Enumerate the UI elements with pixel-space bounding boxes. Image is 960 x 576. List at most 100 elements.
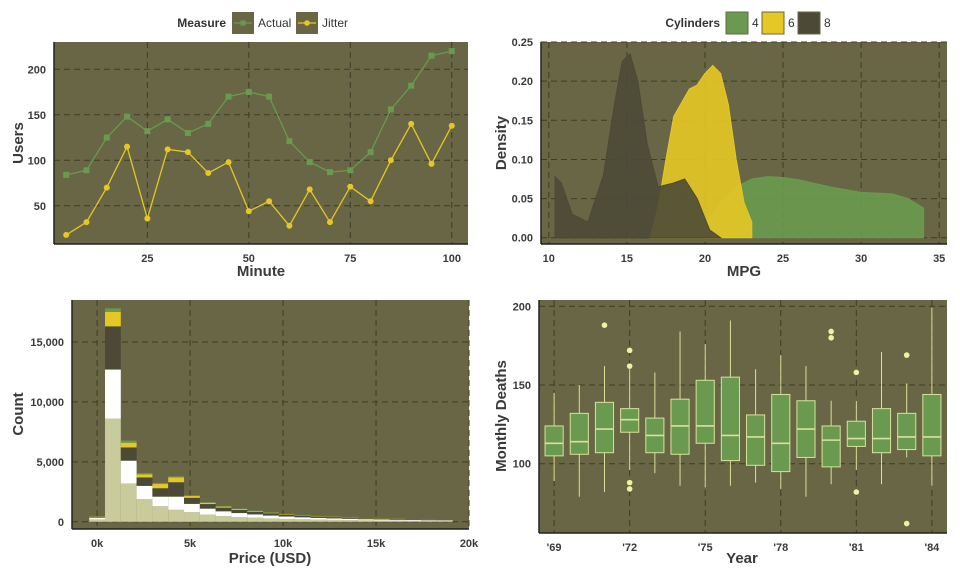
histogram-bar-white (326, 518, 343, 520)
histogram-bar-cream (105, 418, 121, 522)
data-point-jitter (205, 170, 212, 177)
box-outlier (903, 352, 910, 358)
mpg-density-chart: 10 15 20 25 30 35 0.00 0.05 0.10 0.15 0.20 0.25 MPG… (493, 11, 947, 280)
box-iqr (821, 425, 841, 468)
x-tick-label: '75 (698, 542, 713, 554)
histogram-bar-white (373, 519, 390, 521)
box-outlier (601, 322, 608, 328)
y-tick-label: 200 (28, 64, 46, 76)
data-point-actual (428, 52, 435, 59)
y-tick-label: 50 (34, 201, 46, 213)
histogram-bar-dark (184, 497, 200, 504)
legend-label-4-cyl: 4 (752, 16, 759, 30)
data-point-actual (286, 138, 293, 145)
histogram-bar-yellow (105, 311, 121, 327)
y-tick-label: 5,000 (36, 457, 64, 469)
data-point-jitter (327, 219, 333, 226)
y-tick-label: 100 (28, 155, 46, 167)
box-outlier (626, 347, 633, 354)
histogram-bar-dark (231, 509, 248, 514)
legend-label-6-cyl: 6 (788, 16, 795, 30)
histogram-bar-cream (278, 518, 295, 522)
histogram-bar-dark (199, 504, 216, 509)
data-point-actual (367, 149, 374, 156)
density-x-axis-title: MPG (727, 263, 761, 280)
histogram-bar-white (105, 369, 121, 419)
box-outlier (626, 479, 633, 486)
box-iqr (746, 414, 766, 466)
series-line-actual (66, 50, 452, 176)
histogram-bar-dark (405, 519, 422, 520)
histogram-bar-cream (215, 516, 232, 522)
histogram-bar-white (421, 520, 437, 521)
histogram-bar-yellow (152, 484, 169, 489)
y-tick-label: 15,000 (30, 337, 64, 349)
histogram-bar-cream (357, 520, 374, 522)
histogram-bar-dark (294, 515, 311, 518)
histogram-bar-dark (168, 482, 185, 497)
y-tick-label: 150 (28, 110, 46, 122)
y-tick-label: 0.00 (512, 233, 533, 245)
histogram-bar-dark (105, 326, 121, 370)
data-point-jitter (245, 208, 252, 215)
data-point-actual (306, 159, 313, 166)
histogram-bar-white (199, 508, 216, 515)
data-point-jitter (83, 219, 90, 226)
users-legend-title: Measure (177, 16, 226, 30)
box-iqr (695, 379, 715, 444)
x-tick-label: 100 (443, 253, 461, 265)
x-tick-label: 25 (777, 253, 789, 265)
cylinders-legend: Cylinders 4 6 8 (665, 11, 831, 35)
histogram-bar-cream (120, 483, 137, 522)
histogram-bar-dark (263, 513, 279, 516)
deaths-y-axis-title: Monthly Deaths (493, 360, 510, 472)
x-tick-label: 75 (344, 253, 356, 265)
box-outlier (903, 520, 910, 527)
data-point-jitter (387, 157, 394, 164)
histogram-bar-dark (120, 447, 137, 461)
data-point-jitter (144, 215, 151, 222)
data-point-jitter (286, 222, 293, 229)
data-point-jitter (306, 186, 313, 193)
histogram-bar-dark (373, 518, 390, 520)
data-point-jitter (63, 231, 70, 238)
histogram-bar-green (199, 502, 216, 503)
histogram-bar-green (120, 440, 137, 443)
density-area-8-cyl (554, 52, 723, 239)
histogram-bar-dark (357, 518, 374, 520)
y-tick-label: 150 (513, 380, 531, 392)
histogram-bar-dark (342, 517, 358, 519)
users-legend: Measure Actual Jitter (177, 12, 348, 34)
x-tick-label: '81 (849, 542, 864, 554)
histogram-bar-dark (310, 516, 327, 518)
legend-key-6-cyl (761, 11, 785, 35)
histogram-bar-cream (421, 520, 437, 522)
data-point-actual (448, 48, 455, 55)
legend-label-8-cyl: 8 (824, 16, 831, 30)
histogram-bar-white (231, 513, 248, 518)
data-point-jitter (408, 120, 415, 127)
box-outlier (828, 328, 834, 335)
price-x-axis-title: Price (USD) (229, 550, 312, 567)
x-tick-label: 10 (543, 253, 555, 265)
data-point-actual (83, 167, 90, 174)
histogram-bar-yellow (247, 511, 264, 512)
histogram-bar-yellow (278, 514, 295, 515)
histogram-bar-cream (436, 521, 453, 522)
histogram-bar-cream (199, 514, 216, 522)
y-tick-label: 200 (513, 301, 531, 313)
histogram-bar-yellow (136, 474, 153, 478)
y-tick-label: 0.10 (512, 154, 533, 166)
histogram-bar-white (89, 517, 106, 520)
box-outlier (828, 334, 834, 341)
cylinders-legend-title: Cylinders (665, 16, 720, 30)
histogram-bar-yellow (120, 442, 137, 448)
y-tick-label: 0.20 (512, 76, 533, 88)
histogram-bar-dark (247, 511, 264, 515)
data-point-jitter (184, 149, 191, 156)
histogram-bar-cream (184, 512, 200, 522)
histogram-bar-cream (263, 518, 279, 522)
x-tick-label: 30 (855, 253, 867, 265)
x-tick-label: 20 (699, 253, 711, 265)
legend-label-jitter: Jitter (322, 16, 348, 30)
